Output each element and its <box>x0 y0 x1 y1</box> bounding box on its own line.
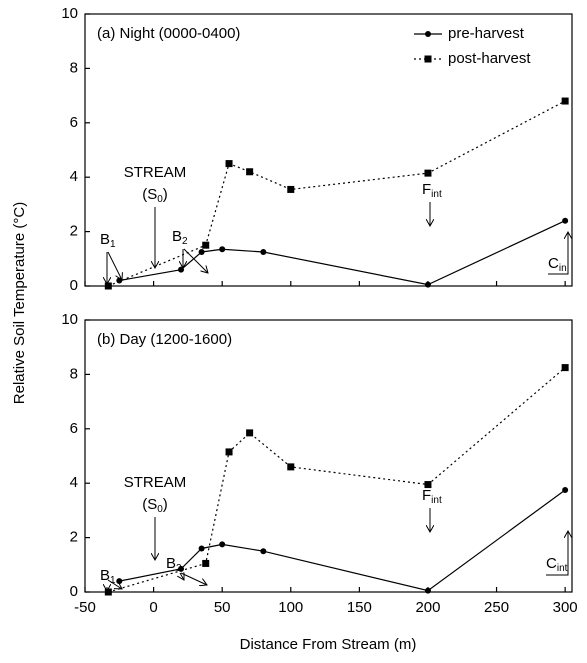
point <box>424 481 432 489</box>
annotations: STREAM (S0) B1 B2 Fint Cint <box>100 474 568 591</box>
annotation: Cin <box>548 255 567 274</box>
x-tick-label: 150 <box>347 599 372 616</box>
panel-title: (a) Night (0000-0400) <box>97 25 240 42</box>
point <box>225 448 233 456</box>
point <box>246 168 254 176</box>
point <box>219 246 226 253</box>
point <box>219 541 226 548</box>
point <box>424 281 431 288</box>
point <box>424 169 432 177</box>
x-axis-label: Distance From Stream (m) <box>240 636 417 653</box>
point <box>202 241 210 249</box>
point <box>178 266 185 273</box>
x-tick-label: 50 <box>214 599 231 616</box>
point <box>198 545 205 552</box>
point <box>260 249 267 255</box>
y-tick-label: 6 <box>70 420 78 437</box>
point <box>104 282 112 290</box>
annotation: Fint <box>422 181 442 200</box>
y-tick-label: 0 <box>70 277 78 294</box>
point <box>562 487 569 493</box>
y-tick-label: 10 <box>61 5 78 22</box>
annotation: (S0) <box>142 496 168 515</box>
point <box>424 587 431 594</box>
panel-title: (b) Day (1200-1600) <box>97 331 232 348</box>
annotation: Fint <box>422 487 442 506</box>
y-tick-label: 2 <box>70 529 78 546</box>
legend-label: post-harvest <box>448 50 531 67</box>
point <box>116 578 123 585</box>
point <box>178 565 185 572</box>
point <box>116 277 123 284</box>
annotation: B1 <box>100 231 116 250</box>
y-tick-label: 2 <box>70 223 78 240</box>
point <box>562 217 569 224</box>
annotation: B2 <box>172 228 188 247</box>
point <box>260 548 267 555</box>
series-line <box>108 100 566 287</box>
x-tick-label: 200 <box>415 599 440 616</box>
y-tick-label: 4 <box>70 168 78 185</box>
point <box>287 463 295 471</box>
point <box>198 249 205 255</box>
plot-frame <box>84 319 573 593</box>
annotation: STREAM <box>124 164 187 181</box>
annotation: STREAM <box>124 474 187 491</box>
point <box>287 185 295 193</box>
y-tick-label: 8 <box>70 365 78 382</box>
legend-label: pre-harvest <box>448 25 525 42</box>
point <box>561 364 569 372</box>
point <box>561 97 569 105</box>
y-tick-label: 4 <box>70 474 78 491</box>
x-tick-label: 300 <box>553 599 578 616</box>
legend-marker <box>424 55 432 63</box>
point <box>225 160 233 168</box>
point <box>202 559 210 567</box>
annotation: B1 <box>100 567 116 586</box>
y-tick-label: 10 <box>61 311 78 328</box>
y-tick-label: 0 <box>70 583 78 600</box>
x-tick-label: 0 <box>149 599 157 616</box>
x-tick-label: 100 <box>278 599 303 616</box>
y-tick-label: 8 <box>70 59 78 76</box>
plot-frame <box>84 13 573 287</box>
point <box>104 588 112 596</box>
x-tick-label: -50 <box>74 599 96 616</box>
x-tick-label: 250 <box>484 599 509 616</box>
y-axis-label: Relative Soil Temperature (°C) <box>11 202 28 404</box>
annotation: (S0) <box>142 186 168 205</box>
legend-marker <box>425 31 431 37</box>
point <box>246 429 254 437</box>
annotations: STREAM (S0) B1 B2 Fint Cin <box>100 164 568 284</box>
series-line <box>119 220 566 286</box>
y-tick-label: 6 <box>70 114 78 131</box>
annotation: Cint <box>546 555 568 574</box>
